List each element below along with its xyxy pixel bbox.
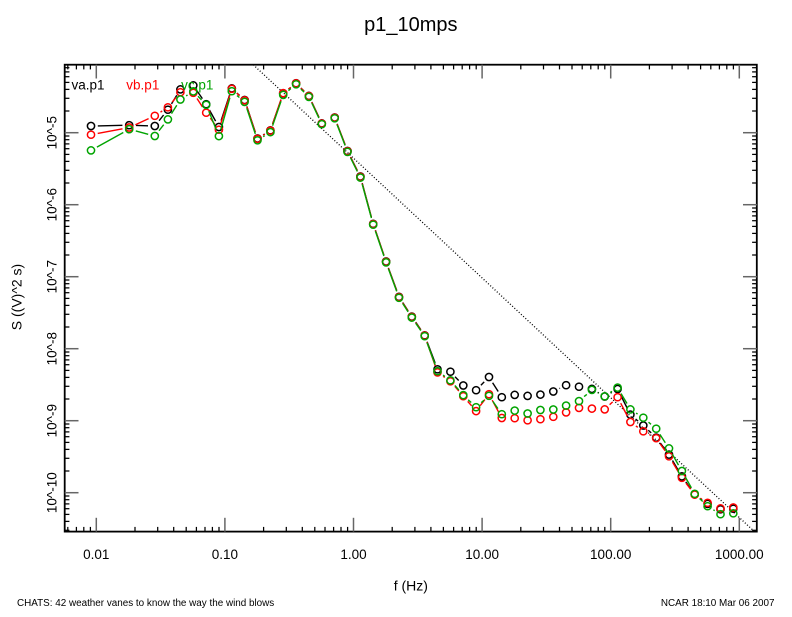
svg-text:10^-6: 10^-6 bbox=[45, 188, 60, 221]
svg-text:f (Hz): f (Hz) bbox=[394, 578, 428, 594]
svg-text:1.00: 1.00 bbox=[340, 547, 366, 562]
svg-text:0.10: 0.10 bbox=[212, 547, 238, 562]
svg-text:100.00: 100.00 bbox=[590, 547, 631, 562]
svg-text:p1_10mps: p1_10mps bbox=[364, 14, 457, 36]
svg-text:1000.00: 1000.00 bbox=[715, 547, 764, 562]
svg-text:10^-9: 10^-9 bbox=[45, 404, 60, 437]
svg-text:10.00: 10.00 bbox=[465, 547, 499, 562]
svg-text:10^-5: 10^-5 bbox=[45, 116, 60, 149]
svg-text:10^-7: 10^-7 bbox=[45, 260, 60, 293]
svg-text:CHATS: 42 weather vanes to kno: CHATS: 42 weather vanes to know the way … bbox=[17, 598, 274, 609]
svg-text:10^-10: 10^-10 bbox=[45, 472, 60, 513]
svg-text:10^-8: 10^-8 bbox=[45, 332, 60, 365]
svg-text:S ((V)^2 s): S ((V)^2 s) bbox=[9, 264, 25, 330]
svg-text:vb.p1: vb.p1 bbox=[126, 78, 159, 93]
svg-text:va.p1: va.p1 bbox=[72, 78, 105, 93]
svg-text:NCAR 18:10 Mar 06 2007: NCAR 18:10 Mar 06 2007 bbox=[661, 598, 775, 609]
svg-text:vc.p1: vc.p1 bbox=[181, 78, 213, 93]
svg-text:0.01: 0.01 bbox=[83, 547, 109, 562]
